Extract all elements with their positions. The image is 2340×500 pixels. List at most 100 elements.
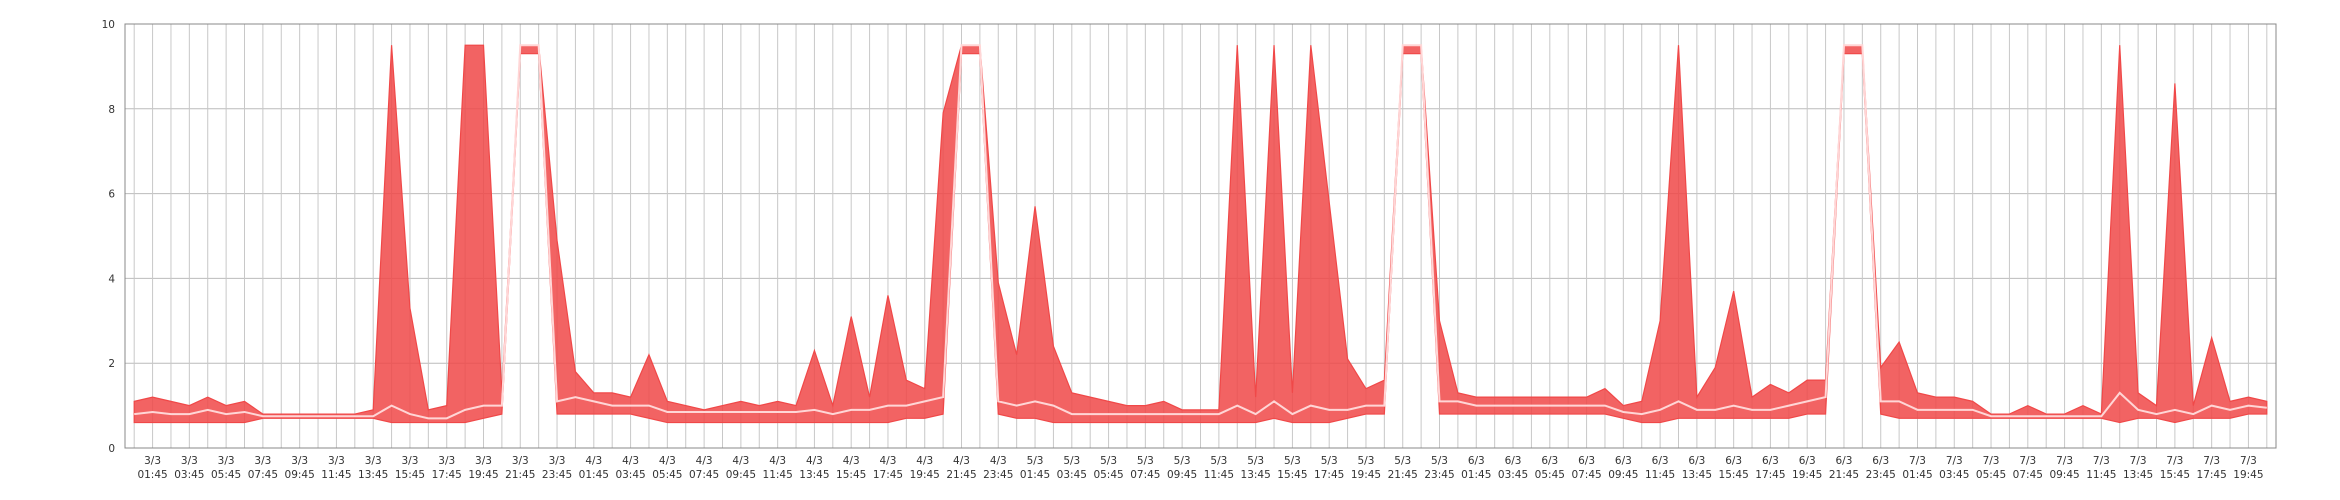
x-tick-label: 7/3 07:45 (2013, 455, 2043, 481)
x-tick-label: 6/3 03:45 (1498, 455, 1528, 481)
x-tick-label-time: 19:45 (1792, 469, 1822, 481)
y-tick-label: 0 (108, 443, 115, 455)
x-tick-label-time: 23:45 (542, 469, 572, 481)
x-tick-label: 4/3 05:45 (652, 455, 682, 481)
x-tick-label: 4/3 17:45 (873, 455, 903, 481)
y-tick-label: 8 (108, 104, 115, 116)
x-tick-label-date: 5/3 (1284, 455, 1301, 467)
x-tick-label-date: 7/3 (1946, 455, 1963, 467)
x-tick-label-date: 6/3 (1799, 455, 1816, 467)
x-tick-label-date: 7/3 (2240, 455, 2257, 467)
x-tick-label: 3/3 21:45 (505, 455, 535, 481)
x-tick-label-date: 3/3 (181, 455, 198, 467)
x-tick-label-date: 6/3 (1872, 455, 1889, 467)
x-tick-label-date: 6/3 (1725, 455, 1742, 467)
x-tick-label-time: 09:45 (285, 469, 315, 481)
x-tick-label: 7/3 05:45 (1976, 455, 2006, 481)
x-tick-label-date: 5/3 (1394, 455, 1411, 467)
x-tick-label-date: 6/3 (1688, 455, 1705, 467)
x-tick-label: 7/3 03:45 (1939, 455, 1969, 481)
x-tick-label: 5/3 17:45 (1314, 455, 1344, 481)
x-tick-label-time: 05:45 (1535, 469, 1565, 481)
y-tick-label: 10 (102, 19, 115, 31)
y-tick-label: 6 (108, 189, 115, 201)
x-tick-label-time: 03:45 (615, 469, 645, 481)
x-tick-label-date: 7/3 (2203, 455, 2220, 467)
x-tick-label-date: 6/3 (1652, 455, 1669, 467)
x-tick-label: 3/3 01:45 (137, 455, 167, 481)
x-tick-label: 6/3 15:45 (1719, 455, 1749, 481)
x-tick-label-date: 3/3 (402, 455, 419, 467)
x-tick-label-date: 7/3 (2056, 455, 2073, 467)
x-tick-label: 4/3 03:45 (615, 455, 645, 481)
x-tick-label: 6/3 09:45 (1608, 455, 1638, 481)
x-tick-label-date: 5/3 (1027, 455, 1044, 467)
x-tick-label: 3/3 09:45 (285, 455, 315, 481)
x-tick-label: 3/3 23:45 (542, 455, 572, 481)
x-tick-label-time: 19:45 (1351, 469, 1381, 481)
x-tick-label-date: 4/3 (916, 455, 933, 467)
x-tick-label: 7/3 17:45 (2197, 455, 2227, 481)
x-tick-label: 4/3 11:45 (763, 455, 793, 481)
x-tick-label-time: 11:45 (763, 469, 793, 481)
x-tick-label-time: 11:45 (1204, 469, 1234, 481)
x-tick-label-time: 03:45 (174, 469, 204, 481)
x-tick-label: 3/3 07:45 (248, 455, 278, 481)
plot-border (124, 23, 2277, 449)
x-tick-label-date: 6/3 (1468, 455, 1485, 467)
x-tick-label: 7/3 15:45 (2160, 455, 2190, 481)
x-tick-label-time: 19:45 (910, 469, 940, 481)
x-tick-label: 5/3 03:45 (1057, 455, 1087, 481)
x-tick-label-date: 7/3 (1983, 455, 2000, 467)
x-tick-label-time: 17:45 (873, 469, 903, 481)
x-tick-label: 3/3 17:45 (432, 455, 462, 481)
x-tick-label-date: 6/3 (1836, 455, 1853, 467)
x-tick-label-date: 4/3 (732, 455, 749, 467)
x-tick-label-date: 5/3 (1100, 455, 1117, 467)
x-tick-label-time: 15:45 (836, 469, 866, 481)
x-tick-label-time: 07:45 (1130, 469, 1160, 481)
x-tick-label-date: 4/3 (585, 455, 602, 467)
x-tick-label-time: 23:45 (1866, 469, 1896, 481)
x-tick-label-date: 7/3 (2019, 455, 2036, 467)
x-tick-label: 3/3 03:45 (174, 455, 204, 481)
x-tick-label-date: 5/3 (1247, 455, 1264, 467)
x-tick-label-time: 09:45 (726, 469, 756, 481)
x-tick-label: 6/3 21:45 (1829, 455, 1859, 481)
x-tick-label-date: 5/3 (1431, 455, 1448, 467)
x-tick-label: 5/3 15:45 (1277, 455, 1307, 481)
x-tick-label-time: 15:45 (395, 469, 425, 481)
x-tick-label-time: 09:45 (1167, 469, 1197, 481)
x-tick-label-date: 3/3 (144, 455, 161, 467)
x-tick-label: 5/3 05:45 (1093, 455, 1123, 481)
x-tick-label: 7/3 19:45 (2233, 455, 2263, 481)
x-tick-label: 5/3 19:45 (1351, 455, 1381, 481)
x-tick-label-date: 3/3 (512, 455, 529, 467)
x-tick-label-date: 4/3 (769, 455, 786, 467)
x-tick-label-date: 4/3 (880, 455, 897, 467)
x-tick-label-date: 7/3 (1909, 455, 1926, 467)
x-tick-label-time: 05:45 (1976, 469, 2006, 481)
x-tick-label-date: 5/3 (1321, 455, 1338, 467)
x-tick-label: 5/3 01:45 (1020, 455, 1050, 481)
x-tick-label-date: 4/3 (953, 455, 970, 467)
x-tick-label-time: 15:45 (1277, 469, 1307, 481)
x-tick-label-time: 17:45 (432, 469, 462, 481)
x-tick-label-time: 19:45 (2233, 469, 2263, 481)
x-tick-label: 6/3 19:45 (1792, 455, 1822, 481)
x-tick-label: 3/3 11:45 (321, 455, 351, 481)
x-tick-label-time: 17:45 (1755, 469, 1785, 481)
x-tick-label-date: 7/3 (2130, 455, 2147, 467)
x-tick-label-time: 01:45 (1461, 469, 1491, 481)
x-tick-label-time: 07:45 (248, 469, 278, 481)
average-line (134, 44, 2267, 420)
x-tick-label-time: 15:45 (1719, 469, 1749, 481)
x-tick-label-time: 23:45 (1424, 469, 1454, 481)
x-tick-label-time: 11:45 (321, 469, 351, 481)
x-tick-label-time: 07:45 (2013, 469, 2043, 481)
x-tick-label: 6/3 01:45 (1461, 455, 1491, 481)
x-tick-label-time: 05:45 (1093, 469, 1123, 481)
x-tick-label: 7/3 13:45 (2123, 455, 2153, 481)
x-tick-label-date: 3/3 (218, 455, 235, 467)
